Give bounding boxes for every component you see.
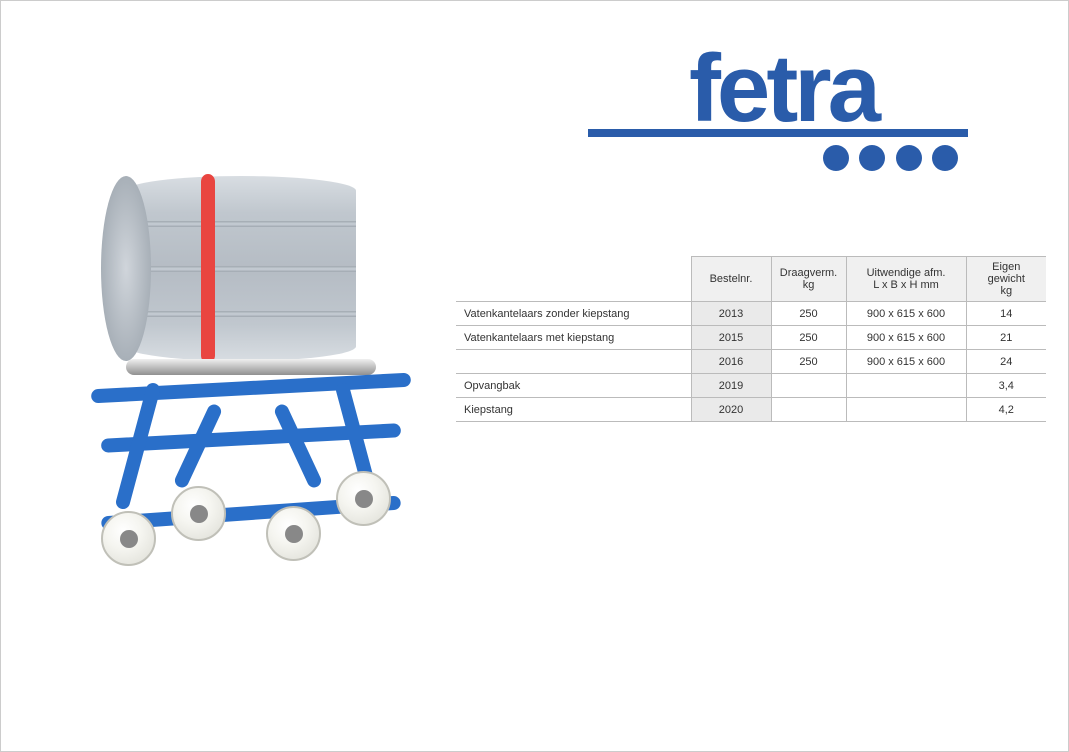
wheel bbox=[171, 486, 226, 541]
cell-eigen: 24 bbox=[966, 350, 1046, 374]
header-label bbox=[456, 257, 691, 302]
header-eigen: Eigen gewicht kg bbox=[966, 257, 1046, 302]
cell-uitwendige: 900 x 615 x 600 bbox=[846, 326, 966, 350]
frame-tube bbox=[91, 373, 411, 404]
cart-frame bbox=[71, 351, 431, 571]
wheel-hub bbox=[120, 530, 138, 548]
table-header-row: Bestelnr. Draagverm. kg Uitwendige afm. … bbox=[456, 257, 1046, 302]
drum-strap bbox=[201, 174, 215, 363]
cell-draagverm bbox=[771, 398, 846, 422]
wheel bbox=[101, 511, 156, 566]
table-row: Vatenkantelaars met kiepstang 2015 250 9… bbox=[456, 326, 1046, 350]
cell-label: Vatenkantelaars met kiepstang bbox=[456, 326, 691, 350]
cell-eigen: 3,4 bbox=[966, 374, 1046, 398]
header-eigen-unit: kg bbox=[1000, 285, 1012, 297]
logo-dots bbox=[588, 145, 978, 176]
drum-end bbox=[101, 176, 151, 361]
cell-label: Opvangbak bbox=[456, 374, 691, 398]
table-row: 2016 250 900 x 615 x 600 24 bbox=[456, 350, 1046, 374]
cell-bestelnr: 2015 bbox=[691, 326, 771, 350]
roller-bar bbox=[126, 359, 376, 375]
table-body: Vatenkantelaars zonder kiepstang 2013 25… bbox=[456, 302, 1046, 422]
header-uitwendige: Uitwendige afm. L x B x H mm bbox=[846, 257, 966, 302]
cell-bestelnr: 2019 bbox=[691, 374, 771, 398]
drum bbox=[101, 176, 381, 361]
cell-uitwendige bbox=[846, 398, 966, 422]
logo-text: fetra bbox=[588, 41, 978, 137]
cell-label bbox=[456, 350, 691, 374]
header-bestelnr: Bestelnr. bbox=[691, 257, 771, 302]
cell-uitwendige bbox=[846, 374, 966, 398]
cell-bestelnr: 2020 bbox=[691, 398, 771, 422]
drum-rib bbox=[126, 311, 356, 317]
wheel-hub bbox=[190, 505, 208, 523]
table-row: Kiepstang 2020 4,2 bbox=[456, 398, 1046, 422]
cell-draagverm: 250 bbox=[771, 326, 846, 350]
wheel bbox=[266, 506, 321, 561]
logo-dot bbox=[896, 145, 922, 171]
cell-label: Vatenkantelaars zonder kiepstang bbox=[456, 302, 691, 326]
header-uitwendige-text: Uitwendige afm. bbox=[867, 267, 946, 279]
cell-uitwendige: 900 x 615 x 600 bbox=[846, 302, 966, 326]
table-row: Vatenkantelaars zonder kiepstang 2013 25… bbox=[456, 302, 1046, 326]
brand-logo: fetra bbox=[588, 41, 978, 211]
cell-draagverm: 250 bbox=[771, 302, 846, 326]
header-draagverm: Draagverm. kg bbox=[771, 257, 846, 302]
header-uitwendige-unit: L x B x H mm bbox=[873, 279, 939, 291]
header-draagverm-text: Draagverm. bbox=[780, 267, 837, 279]
logo-dot bbox=[823, 145, 849, 171]
cell-draagverm: 250 bbox=[771, 350, 846, 374]
frame-tube bbox=[273, 402, 324, 489]
cell-uitwendige: 900 x 615 x 600 bbox=[846, 350, 966, 374]
table-row: Opvangbak 2019 3,4 bbox=[456, 374, 1046, 398]
wheel-hub bbox=[355, 490, 373, 508]
drum-rib bbox=[126, 221, 356, 227]
header-eigen-text: Eigen gewicht bbox=[988, 261, 1025, 285]
product-image bbox=[71, 176, 441, 596]
cell-bestelnr: 2013 bbox=[691, 302, 771, 326]
cell-draagverm bbox=[771, 374, 846, 398]
cell-eigen: 21 bbox=[966, 326, 1046, 350]
cell-eigen: 4,2 bbox=[966, 398, 1046, 422]
cell-bestelnr: 2016 bbox=[691, 350, 771, 374]
spec-table: Bestelnr. Draagverm. kg Uitwendige afm. … bbox=[456, 256, 1046, 422]
cell-eigen: 14 bbox=[966, 302, 1046, 326]
logo-dot bbox=[859, 145, 885, 171]
header-draagverm-unit: kg bbox=[803, 279, 815, 291]
wheel bbox=[336, 471, 391, 526]
logo-dot bbox=[932, 145, 958, 171]
cell-label: Kiepstang bbox=[456, 398, 691, 422]
drum-rib bbox=[126, 266, 356, 272]
wheel-hub bbox=[285, 525, 303, 543]
